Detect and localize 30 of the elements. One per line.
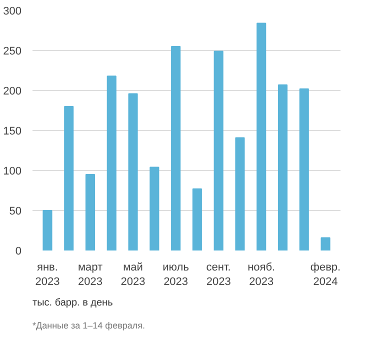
x-tick-label: март 2023 (78, 262, 103, 288)
y-tick-label: 250 (3, 46, 22, 58)
bar (299, 88, 309, 250)
bar (256, 22, 266, 250)
x-tick-label: сент. 2023 (206, 262, 231, 288)
bar (64, 106, 74, 250)
bar (106, 76, 116, 250)
x-tick-label: май 2023 (120, 262, 146, 288)
bar (150, 166, 160, 250)
y-tick-label: 0 (15, 246, 22, 258)
bar (235, 137, 245, 250)
bar (128, 93, 138, 250)
y-tick-label: 50 (9, 206, 22, 218)
y-tick-label: 100 (3, 166, 22, 178)
bar (42, 210, 52, 250)
y-tick-label: 150 (3, 126, 22, 138)
bar (85, 174, 96, 250)
bar (278, 84, 288, 250)
text: *Данные за 1–14 февраля. (32, 320, 145, 330)
bar (320, 237, 330, 250)
x-tick-label: февр. 2024 (310, 262, 341, 288)
x-tick-label: нояб. 2023 (248, 262, 276, 288)
x-tick-label: июль 2023 (162, 262, 190, 288)
bar (171, 46, 181, 250)
y-tick-label: 200 (3, 86, 22, 98)
bar (214, 50, 224, 250)
text: тыс. барр. в день (32, 298, 113, 308)
x-tick-label: янв. 2023 (35, 262, 60, 288)
bar (192, 188, 202, 250)
y-tick-label: 300 (3, 6, 22, 18)
